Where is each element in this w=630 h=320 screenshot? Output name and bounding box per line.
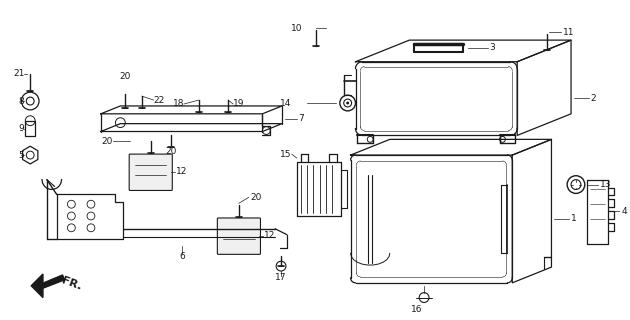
- Bar: [25, 121, 35, 136]
- FancyBboxPatch shape: [129, 154, 172, 190]
- Text: 12: 12: [176, 167, 188, 176]
- Text: 15: 15: [280, 150, 292, 159]
- Text: 10: 10: [291, 24, 302, 33]
- Text: 11: 11: [563, 28, 575, 37]
- Text: FR.: FR.: [60, 276, 83, 292]
- Text: 20: 20: [101, 137, 113, 146]
- Text: 19: 19: [233, 100, 244, 108]
- Polygon shape: [39, 275, 64, 290]
- Text: 14: 14: [280, 99, 292, 108]
- Text: 2: 2: [591, 93, 596, 103]
- Text: 9: 9: [18, 124, 25, 133]
- Text: 13: 13: [600, 180, 611, 189]
- Text: 21: 21: [13, 69, 25, 78]
- Text: 12: 12: [265, 231, 276, 240]
- Text: 20: 20: [251, 193, 262, 202]
- Text: 6: 6: [179, 252, 185, 261]
- Polygon shape: [32, 274, 43, 298]
- Text: 3: 3: [490, 44, 495, 52]
- FancyBboxPatch shape: [217, 218, 260, 254]
- Text: 1: 1: [571, 214, 577, 223]
- Text: 17: 17: [275, 273, 287, 283]
- Text: 20: 20: [166, 147, 177, 156]
- Text: 20: 20: [120, 72, 131, 81]
- Text: 18: 18: [173, 100, 184, 108]
- Text: 16: 16: [411, 305, 422, 314]
- Text: 8: 8: [18, 97, 25, 106]
- Text: 5: 5: [18, 151, 25, 160]
- Circle shape: [346, 101, 349, 105]
- Text: 22: 22: [154, 96, 165, 105]
- Text: 4: 4: [622, 207, 627, 216]
- Text: 7: 7: [299, 114, 304, 123]
